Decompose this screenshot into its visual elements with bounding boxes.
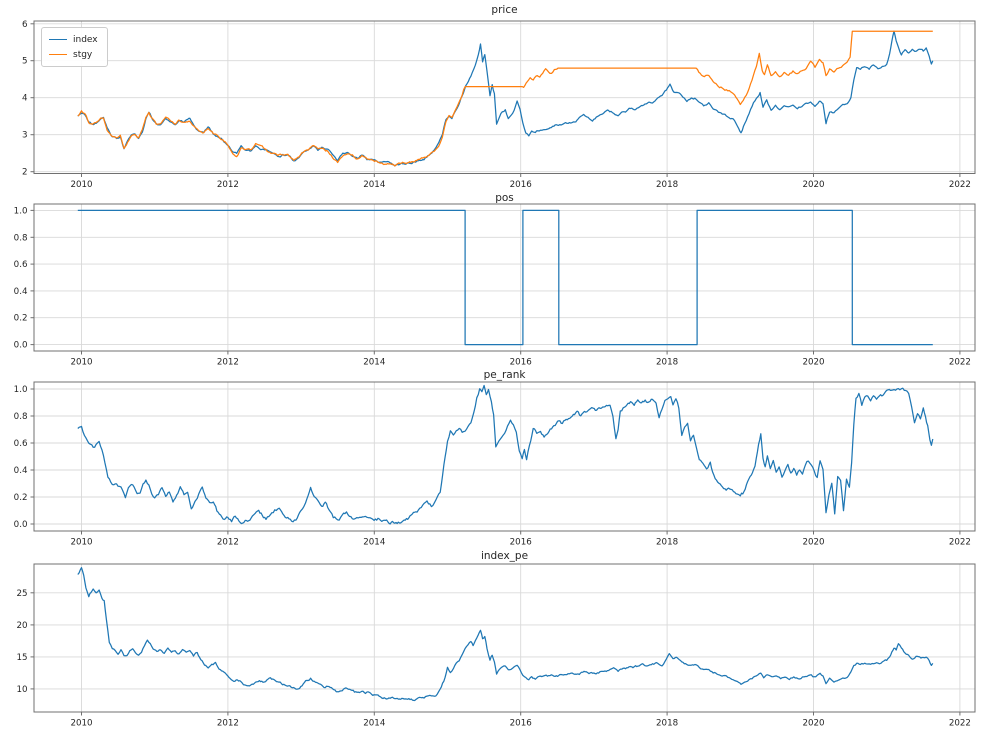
xtick-label: 2018 [656,719,678,729]
ytick-label: 25 [16,589,27,599]
series-stgy [77,30,933,167]
xtick-label: 2012 [217,538,239,548]
xtick-label: 2010 [70,538,92,548]
ytick-label: 0.6 [14,260,28,270]
index_pe-axes-frame [33,563,976,713]
ytick-label: 2 [22,168,28,178]
xtick-label: 2020 [802,358,824,368]
subplot-title-index-pe: index_pe [480,550,529,562]
price-grid [34,21,975,174]
ytick-label: 20 [16,621,27,631]
ytick-label: 0.2 [14,493,28,503]
xtick-label: 2010 [70,719,92,729]
subplot-title-pe-rank: pe_rank [483,369,526,381]
xtick-label: 2012 [217,180,239,190]
xtick-label: 2022 [949,180,971,190]
series-pos [77,209,933,346]
pos-ticks: 2010 2012 2014 2016 2018 2020 2022 0.0 0.2 0.4 0.6… [14,206,971,367]
index-line-swatch [49,39,67,40]
ytick-label: 0.0 [14,341,28,351]
ytick-label: 1.0 [14,385,28,395]
ytick-label: 0.8 [14,412,28,422]
xtick-label: 2014 [363,538,386,548]
index_pe-grid [34,564,975,712]
xtick-label: 2022 [949,719,971,729]
xtick-label: 2014 [363,358,386,368]
price-ticks: 2010 2012 2014 2016 2018 2020 2022 2 3 4 5 6 [22,20,971,190]
subplot-index_pe: 2010 2012 2014 2016 2018 2020 2022 10 15 20 25 [16,563,976,729]
subplot-pe_rank: 2010 2012 2014 2016 2018 2020 2022 0.0 0.2 0.4 0.6… [14,381,976,548]
legend-label-stgy: stgy [73,49,93,60]
ytick-label: 0.2 [14,314,28,324]
xtick-label: 2010 [70,358,92,368]
ytick-label: 0.8 [14,233,28,243]
xtick-label: 2016 [510,180,532,190]
xtick-label: 2022 [949,538,971,548]
ytick-label: 0.4 [14,466,28,476]
xtick-label: 2014 [363,719,386,729]
ytick-label: 10 [16,685,27,695]
series-index_pe [77,567,934,702]
pe_rank-axes-frame [33,381,976,532]
ytick-label: 15 [16,653,27,663]
stgy-line-swatch [49,54,67,55]
legend[interactable]: index stgy [41,27,108,67]
ytick-label: 0.6 [14,439,28,449]
xtick-label: 2016 [510,538,532,548]
pos-axes-frame [33,203,976,352]
xtick-label: 2020 [802,180,824,190]
xtick-label: 2012 [217,719,239,729]
xtick-label: 2010 [70,180,92,190]
ytick-label: 6 [22,20,28,30]
ytick-label: 0.4 [14,287,28,297]
xtick-label: 2018 [656,358,678,368]
series-pe_rank [77,384,934,525]
ytick-label: 3 [22,131,28,141]
series-index [77,30,934,167]
subplot-title-price: price [491,4,518,16]
xtick-label: 2018 [656,538,678,548]
subplot-price: 2010 2012 2014 2016 2018 2020 2022 2 3 4 5 6 [22,20,976,190]
ytick-label: 1.0 [14,206,28,216]
ytick-label: 4 [22,94,28,104]
xtick-label: 2020 [802,719,824,729]
xtick-label: 2018 [656,180,678,190]
pe_rank-ticks: 2010 2012 2014 2016 2018 2020 2022 0.0 0.2 0.4 0.6… [14,385,971,548]
legend-item-stgy[interactable]: stgy [49,47,98,62]
xtick-label: 2012 [217,358,239,368]
ytick-label: 0.0 [14,520,28,530]
subplot-title-pos: pos [495,192,514,204]
index_pe-ticks: 2010 2012 2014 2016 2018 2020 2022 10 15 20 25 [16,589,971,729]
xtick-label: 2016 [510,358,532,368]
ytick-label: 5 [22,57,28,67]
legend-label-index: index [73,34,98,45]
legend-item-index[interactable]: index [49,32,98,47]
pos-grid [34,204,975,351]
xtick-label: 2014 [363,180,386,190]
pe_rank-grid [34,382,975,531]
xtick-label: 2020 [802,538,824,548]
xtick-label: 2016 [510,719,532,729]
subplot-pos: 2010 2012 2014 2016 2018 2020 2022 0.0 0.2 0.4 0.6… [14,203,976,368]
xtick-label: 2022 [949,358,971,368]
